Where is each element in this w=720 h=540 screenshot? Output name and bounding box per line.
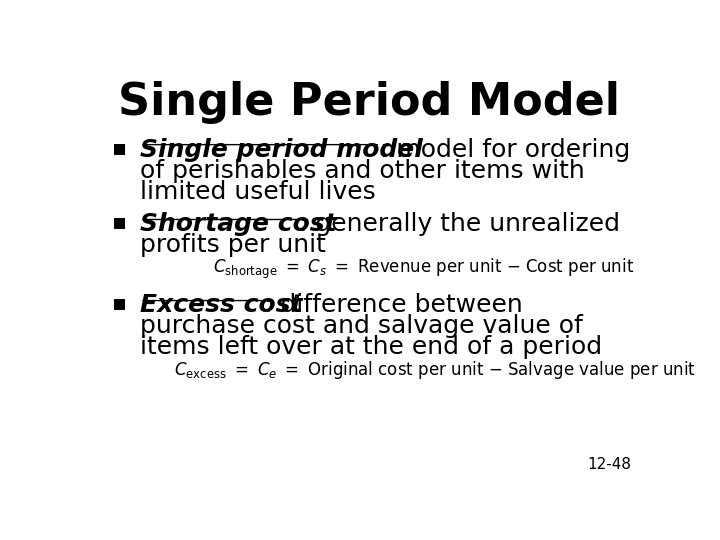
Text: ▪: ▪ [112,212,127,232]
Text: : difference between: : difference between [264,294,523,318]
Text: items left over at the end of a period: items left over at the end of a period [140,335,603,359]
Text: Excess cost: Excess cost [140,294,302,318]
Text: profits per unit: profits per unit [140,233,326,257]
Text: : generally the unrealized: : generally the unrealized [300,212,620,237]
Text: ▪: ▪ [112,294,127,314]
Text: purchase cost and salvage value of: purchase cost and salvage value of [140,314,583,338]
Text: : model for ordering: : model for ordering [380,138,631,161]
Text: 12-48: 12-48 [588,457,631,472]
Text: $C_{\mathrm{shortage}}\ =\ C_s\ =\ $Revenue per unit $-$ Cost per unit: $C_{\mathrm{shortage}}\ =\ C_s\ =\ $Reve… [213,257,634,281]
Text: Single period model: Single period model [140,138,423,161]
Text: of perishables and other items with: of perishables and other items with [140,159,585,183]
Text: Shortage cost: Shortage cost [140,212,337,237]
Text: Single Period Model: Single Period Model [118,82,620,124]
Text: limited useful lives: limited useful lives [140,180,376,205]
Text: ▪: ▪ [112,138,127,158]
Text: $C_{\mathrm{excess}}\ =\ C_e\ =\ $Original cost per unit $-$ Salvage value per u: $C_{\mathrm{excess}}\ =\ C_e\ =\ $Origin… [174,359,696,381]
